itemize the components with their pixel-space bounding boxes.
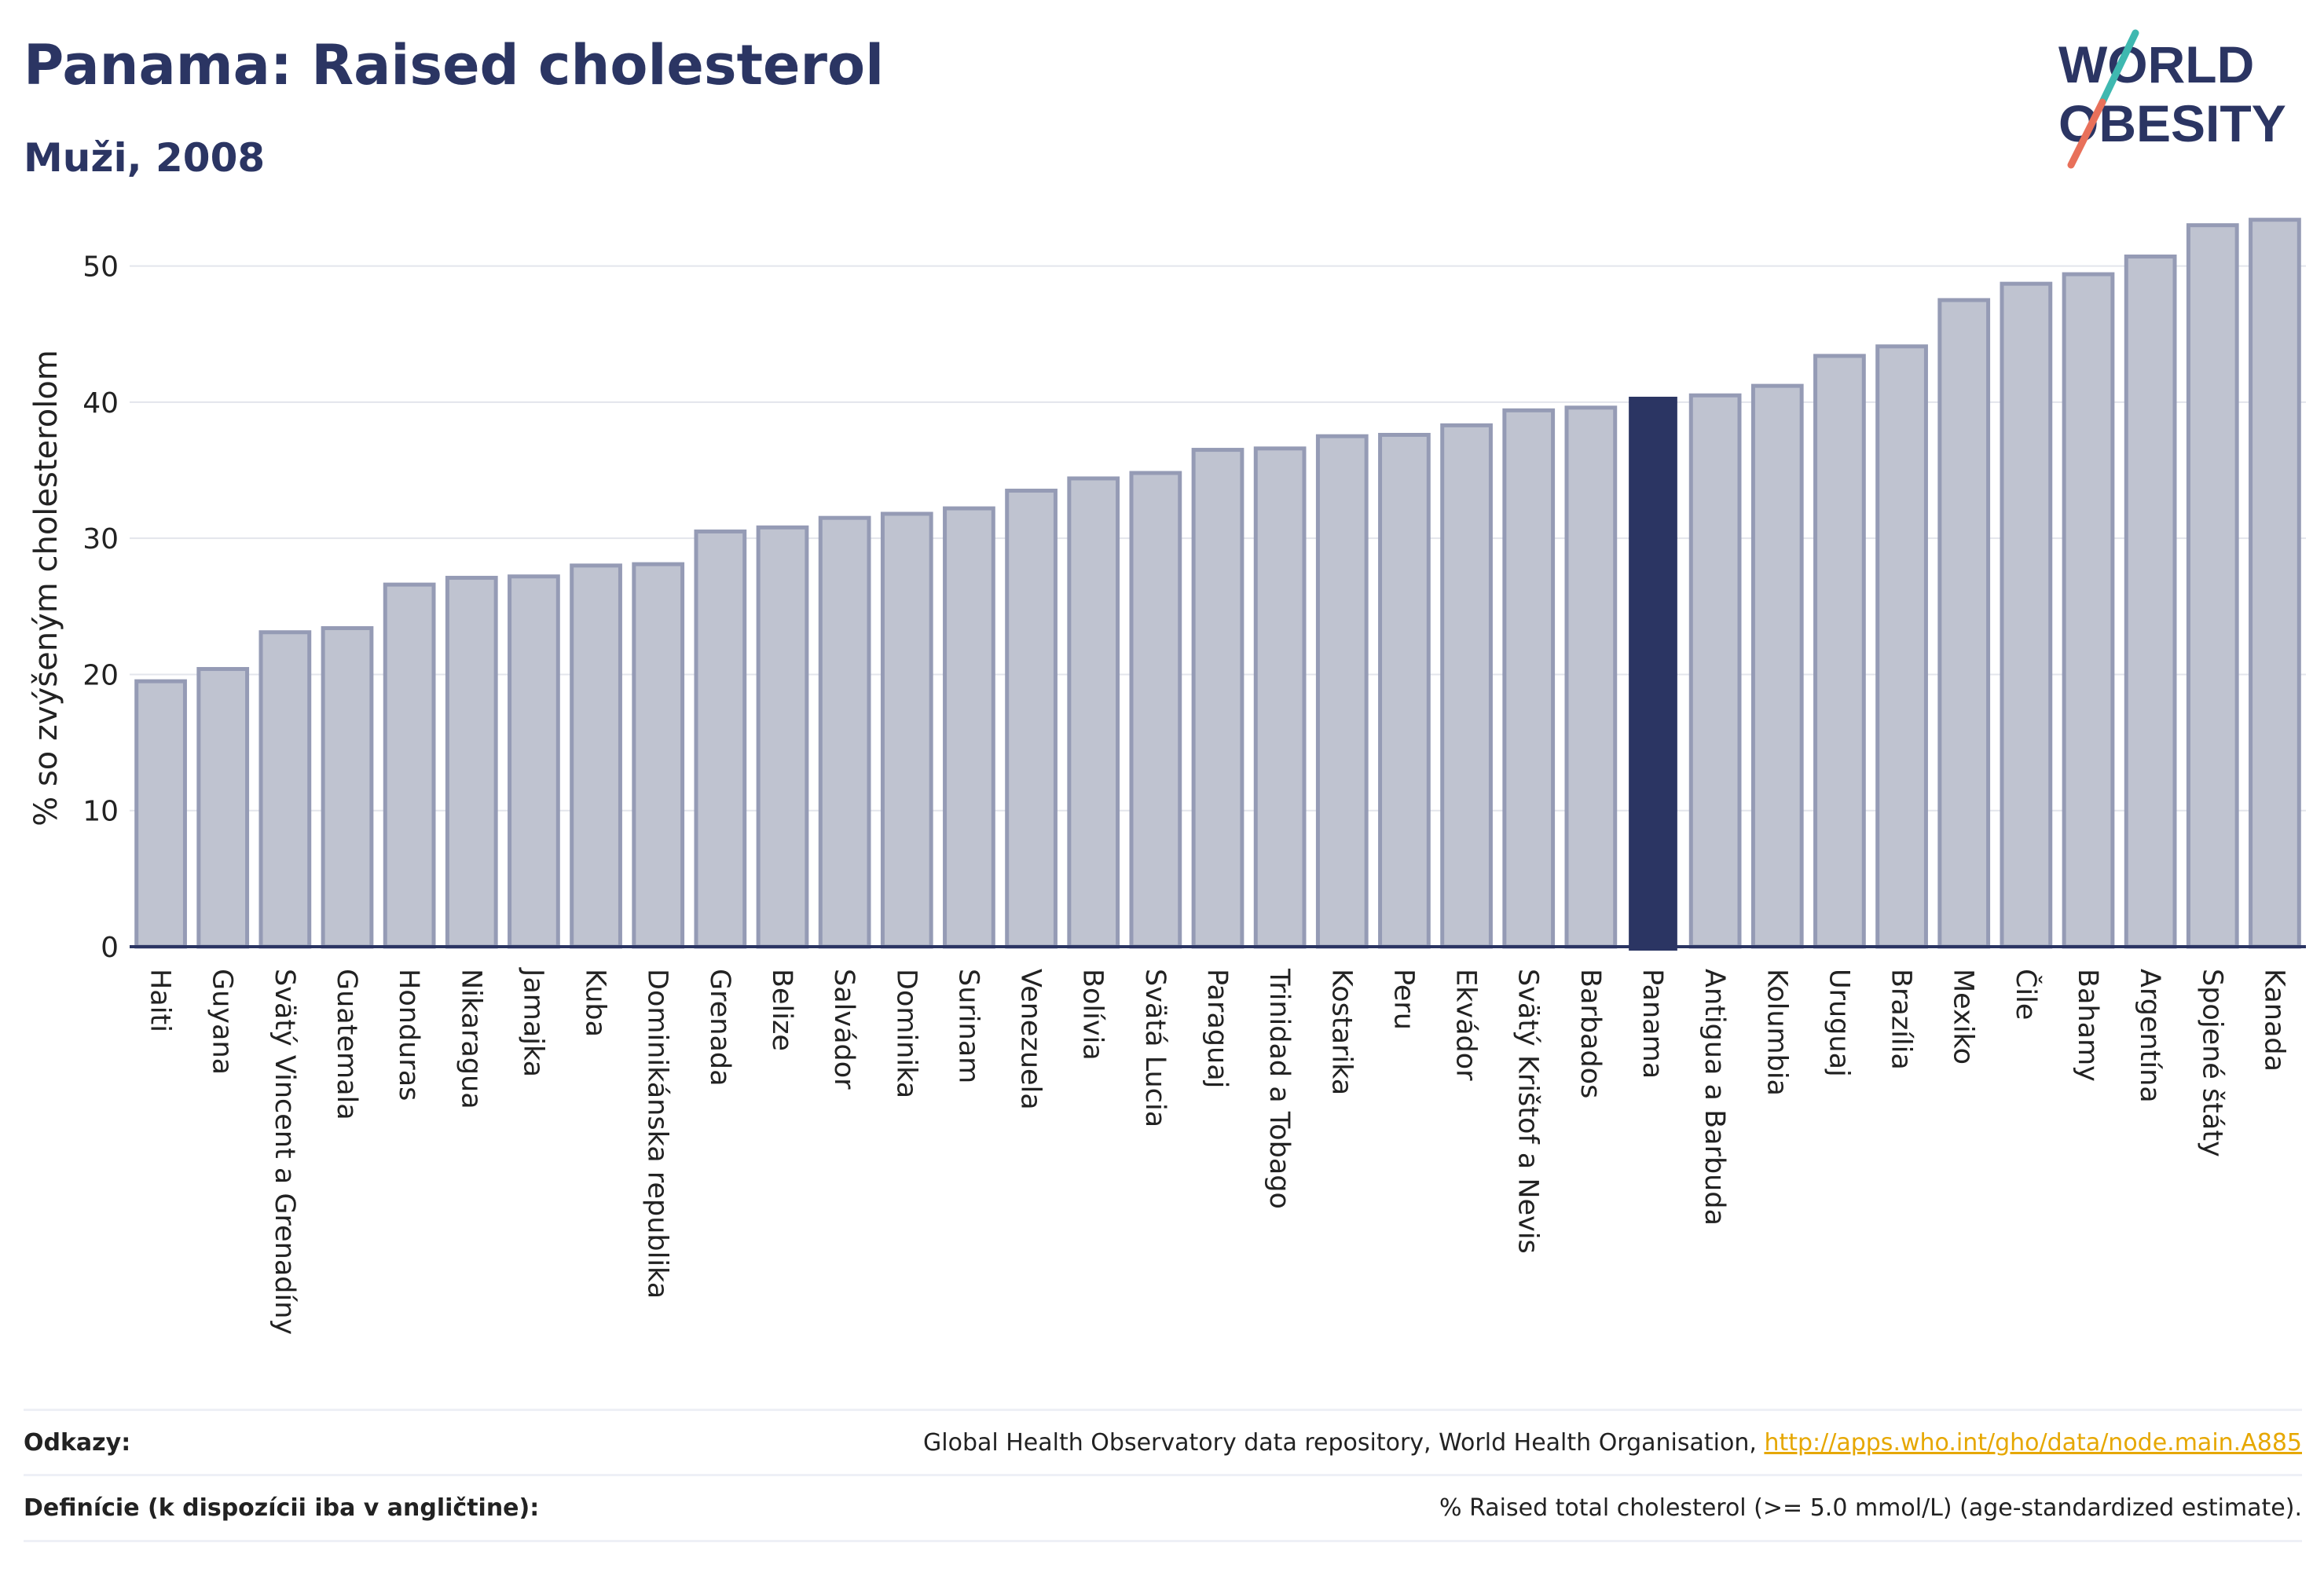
x-tick-labels: Haiti Guyana Svätý Vincent a Grenadíny Guat…: [145, 967, 2290, 1335]
y-tick-label: 0: [101, 932, 119, 964]
bar-haiti: [134, 679, 187, 949]
chart-subtitle: Muži, 2008: [24, 135, 266, 181]
y-tick-labels: 0 10 20 30 40 50: [82, 251, 119, 964]
references-text: Global Health Observatory data repositor…: [923, 1428, 1765, 1457]
x-tick-label: Ekvádor: [1450, 969, 1482, 1081]
x-tick-label: Dominika: [890, 969, 922, 1098]
bar-panama: [1629, 396, 1677, 951]
bar-salvádor: [818, 515, 871, 949]
x-tick-label: Surinam: [952, 969, 984, 1083]
bar-surinam: [943, 506, 995, 949]
bar-spojené-štáty: [2186, 223, 2239, 949]
x-tick-label: Paraguaj: [1201, 969, 1233, 1088]
references-value: Global Health Observatory data repositor…: [923, 1429, 2302, 1457]
footer-definitions: Definície (k dispozícii iba v angličtine…: [24, 1474, 2302, 1539]
bar-uruguaj: [1813, 354, 1866, 949]
x-tick-label: Svätý Krištof a Nevis: [1512, 969, 1544, 1254]
references-link[interactable]: http://apps.who.int/gho/data/node.main.A…: [1764, 1428, 2302, 1457]
x-tick-label: Salvádor: [828, 969, 860, 1090]
bar-bolívia: [1067, 476, 1120, 949]
bar-jamajka: [508, 574, 560, 949]
bar-svätý-vincent-a-grenadíny: [258, 630, 312, 949]
y-tick-label: 40: [82, 387, 119, 420]
x-tick-label: Kostarika: [1325, 969, 1357, 1095]
y-tick-label: 50: [82, 251, 119, 284]
x-tick-label: Grenada: [704, 969, 735, 1087]
y-axis-label: % so zvýšeným cholesterolom: [28, 350, 64, 826]
x-tick-label: Svätá Lucia: [1139, 969, 1171, 1127]
x-tick-label: Dominikánska republika: [642, 969, 673, 1299]
x-tick-label: Bolívia: [1077, 969, 1109, 1061]
x-tick-label: Venezuela: [1015, 969, 1047, 1110]
bar-chart: 0 10 20 30 40 50 Haiti Guyana Svätý Vincent a G…: [28, 218, 2306, 1335]
chart-title: Panama: Raised cholesterol: [24, 33, 885, 97]
x-tick-label: Brazília: [1886, 969, 1917, 1070]
bar-guatemala: [321, 626, 374, 949]
bar-ekvádor: [1440, 423, 1493, 949]
logo-line1: WORLD: [2058, 35, 2254, 93]
footer-divider: [24, 1540, 2302, 1542]
x-tick-label: Antigua a Barbuda: [1699, 969, 1730, 1226]
x-tick-label: Trinidad a Tobago: [1263, 968, 1295, 1209]
bar-antigua-a-barbuda: [1688, 393, 1742, 949]
y-tick-label: 10: [82, 796, 119, 828]
x-tick-label: Peru: [1387, 969, 1419, 1030]
bar-bahamy: [2062, 272, 2115, 949]
x-tick-label: Haiti: [145, 969, 176, 1032]
bar-peru: [1378, 432, 1431, 949]
bar-kanada: [2249, 218, 2301, 949]
bar-grenada: [694, 530, 747, 949]
bar-guyana: [196, 667, 250, 949]
bar-trinidad-a-tobago: [1253, 446, 1307, 949]
world-obesity-logo: WORLD OBESITY: [2058, 29, 2286, 169]
x-tick-label: Nikaragua: [455, 969, 486, 1109]
x-tick-label: Kolumbia: [1761, 969, 1792, 1096]
x-tick-label: Honduras: [393, 969, 424, 1101]
bar-svätý-krištof-a-nevis: [1502, 408, 1556, 949]
y-tick-label: 20: [82, 659, 119, 691]
bar-dominikánska-republika: [632, 562, 685, 949]
bar-kuba: [570, 563, 622, 949]
x-tick-label: Jamajka: [517, 967, 548, 1077]
bar-barbados: [1564, 405, 1618, 949]
x-tick-label: Guatemala: [331, 969, 362, 1120]
bar-argentína: [2124, 255, 2177, 949]
bar-svätá-lucia: [1129, 471, 1182, 949]
bar-brazília: [1875, 344, 1928, 949]
x-tick-label: Barbados: [1574, 969, 1606, 1098]
x-tick-label: Panama: [1637, 969, 1668, 1079]
bar-dominika: [880, 511, 933, 949]
bars: [134, 218, 2301, 951]
bar-kostarika: [1315, 434, 1369, 949]
x-tick-label: Svätý Vincent a Grenadíny: [269, 969, 300, 1335]
footer-references: Odkazy: Global Health Observatory data r…: [24, 1409, 2302, 1474]
definitions-label: Definície (k dispozícii iba v angličtine…: [24, 1494, 540, 1522]
x-tick-label: Kuba: [580, 969, 611, 1037]
bar-belize: [756, 525, 809, 949]
logo-line2: OBESITY: [2058, 94, 2286, 152]
x-tick-label: Spojené štáty: [2196, 969, 2227, 1157]
bar-paraguaj: [1191, 448, 1244, 949]
bar-venezuela: [1005, 489, 1058, 949]
x-tick-label: Argentína: [2134, 969, 2165, 1103]
x-tick-label: Bahamy: [2072, 969, 2103, 1082]
definitions-text: % Raised total cholesterol (>= 5.0 mmol/…: [1439, 1494, 2302, 1522]
x-tick-label: Belize: [766, 969, 797, 1051]
y-tick-label: 30: [82, 523, 119, 555]
references-label: Odkazy:: [24, 1428, 131, 1457]
bar-čile: [2000, 281, 2053, 949]
x-tick-label: Mexiko: [1948, 969, 1979, 1065]
x-tick-label: Kanada: [2258, 969, 2289, 1072]
x-tick-label: Uruguaj: [1823, 969, 1854, 1077]
bar-mexiko: [1937, 298, 1991, 949]
bar-honduras: [383, 582, 436, 949]
bar-nikaragua: [445, 575, 498, 949]
x-tick-label: Čile: [2010, 969, 2043, 1020]
bar-kolumbia: [1750, 383, 1804, 949]
x-tick-label: Guyana: [207, 969, 238, 1075]
